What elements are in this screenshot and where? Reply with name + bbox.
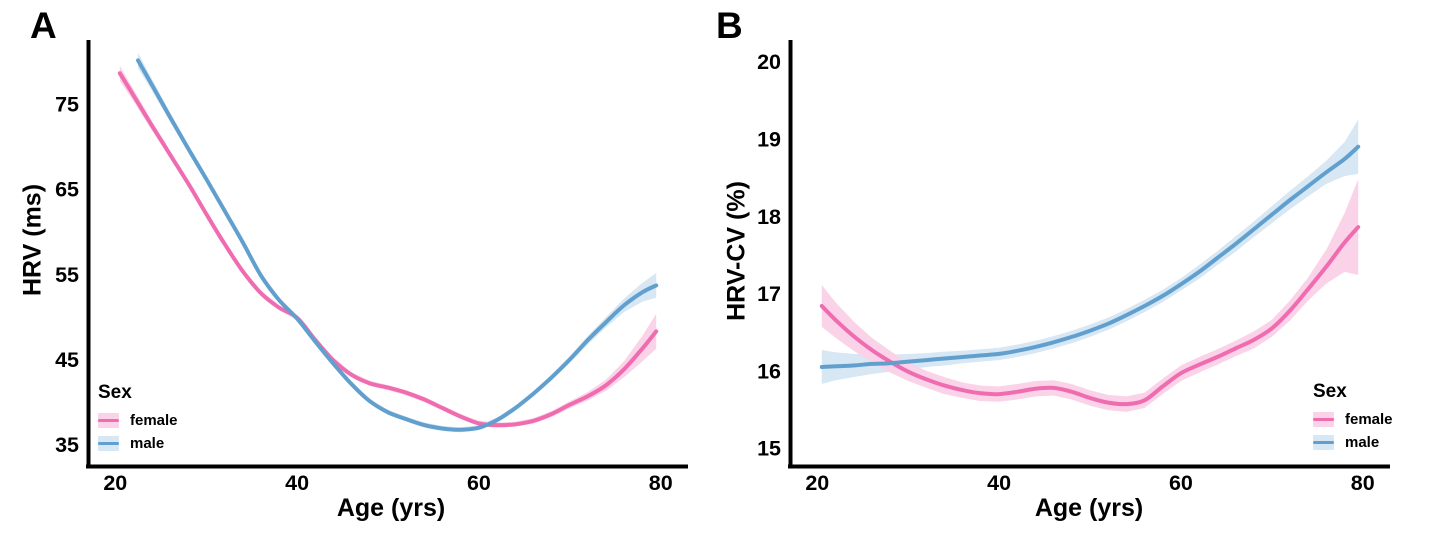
- confidence-band-female: [119, 65, 657, 428]
- panel-a-x-axis-title: Age (yrs): [336, 494, 446, 522]
- x-tick-label: 40: [285, 471, 309, 495]
- female-key-swatch: [98, 413, 119, 428]
- female-key-swatch: [1313, 412, 1334, 427]
- y-tick-label: 35: [55, 433, 79, 457]
- y-tick-label: 16: [757, 359, 781, 383]
- x-tick-label: 80: [649, 471, 673, 495]
- female-key-line: [98, 418, 119, 423]
- confidence-band-male: [138, 52, 657, 433]
- confidence-band-male: [821, 119, 1359, 384]
- panel-b-x-axis-title: Age (yrs): [1034, 494, 1144, 522]
- x-tick-label: 60: [467, 471, 491, 495]
- panel-b-letter: B: [716, 5, 744, 46]
- y-tick-label: 19: [757, 128, 781, 152]
- panel-a-letter: A: [30, 5, 58, 46]
- x-tick-label: 60: [1169, 471, 1193, 495]
- x-tick-label: 40: [987, 471, 1011, 495]
- y-tick-label: 65: [55, 178, 79, 202]
- x-tick-label: 80: [1351, 471, 1375, 495]
- panel-b-y-axis-title: HRV-CV (%): [722, 181, 751, 321]
- legend-entry-female: female: [98, 413, 178, 428]
- legend-label-male: male: [1345, 434, 1380, 451]
- legend-label-female: female: [1345, 411, 1393, 428]
- panel-a-y-axis-title: HRV (ms): [18, 183, 47, 297]
- y-tick-label: 75: [55, 92, 79, 116]
- series-line-female: [819, 225, 1361, 407]
- legend-panel-b: Sex female male: [1313, 381, 1393, 458]
- legend-panel-a: Sex female male: [98, 382, 178, 459]
- legend-entry-male: male: [1313, 435, 1393, 450]
- male-key-line: [1313, 440, 1334, 445]
- legend-title: Sex: [1313, 381, 1347, 402]
- x-tick-label: 20: [805, 471, 829, 495]
- male-key-swatch: [98, 436, 119, 451]
- y-tick-label: 20: [757, 50, 781, 74]
- series-line-female: [117, 71, 659, 428]
- male-key-swatch: [1313, 435, 1334, 450]
- male-key-line: [98, 441, 119, 446]
- y-tick-label: 18: [757, 205, 781, 229]
- legend-entry-female: female: [1313, 412, 1393, 427]
- series-line-male: [819, 144, 1361, 369]
- legend-label-male: male: [130, 435, 165, 452]
- x-tick-label: 20: [103, 471, 127, 495]
- series-line-male: [136, 58, 659, 432]
- y-tick-label: 45: [55, 348, 79, 372]
- legend-entry-male: male: [98, 436, 178, 451]
- y-tick-label: 15: [757, 437, 781, 461]
- legend-title: Sex: [98, 382, 132, 403]
- legend-label-female: female: [130, 412, 178, 429]
- y-tick-label: 55: [55, 263, 79, 287]
- female-key-line: [1313, 417, 1334, 422]
- y-tick-label: 17: [757, 282, 781, 306]
